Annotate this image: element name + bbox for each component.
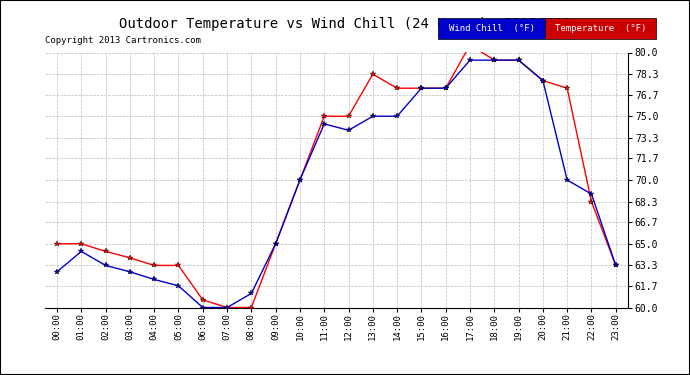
Text: Outdoor Temperature vs Wind Chill (24 Hours)  20130928: Outdoor Temperature vs Wind Chill (24 Ho… xyxy=(119,17,571,31)
Text: Temperature  (°F): Temperature (°F) xyxy=(555,24,646,33)
Text: Wind Chill  (°F): Wind Chill (°F) xyxy=(448,24,535,33)
Text: Copyright 2013 Cartronics.com: Copyright 2013 Cartronics.com xyxy=(45,36,201,45)
